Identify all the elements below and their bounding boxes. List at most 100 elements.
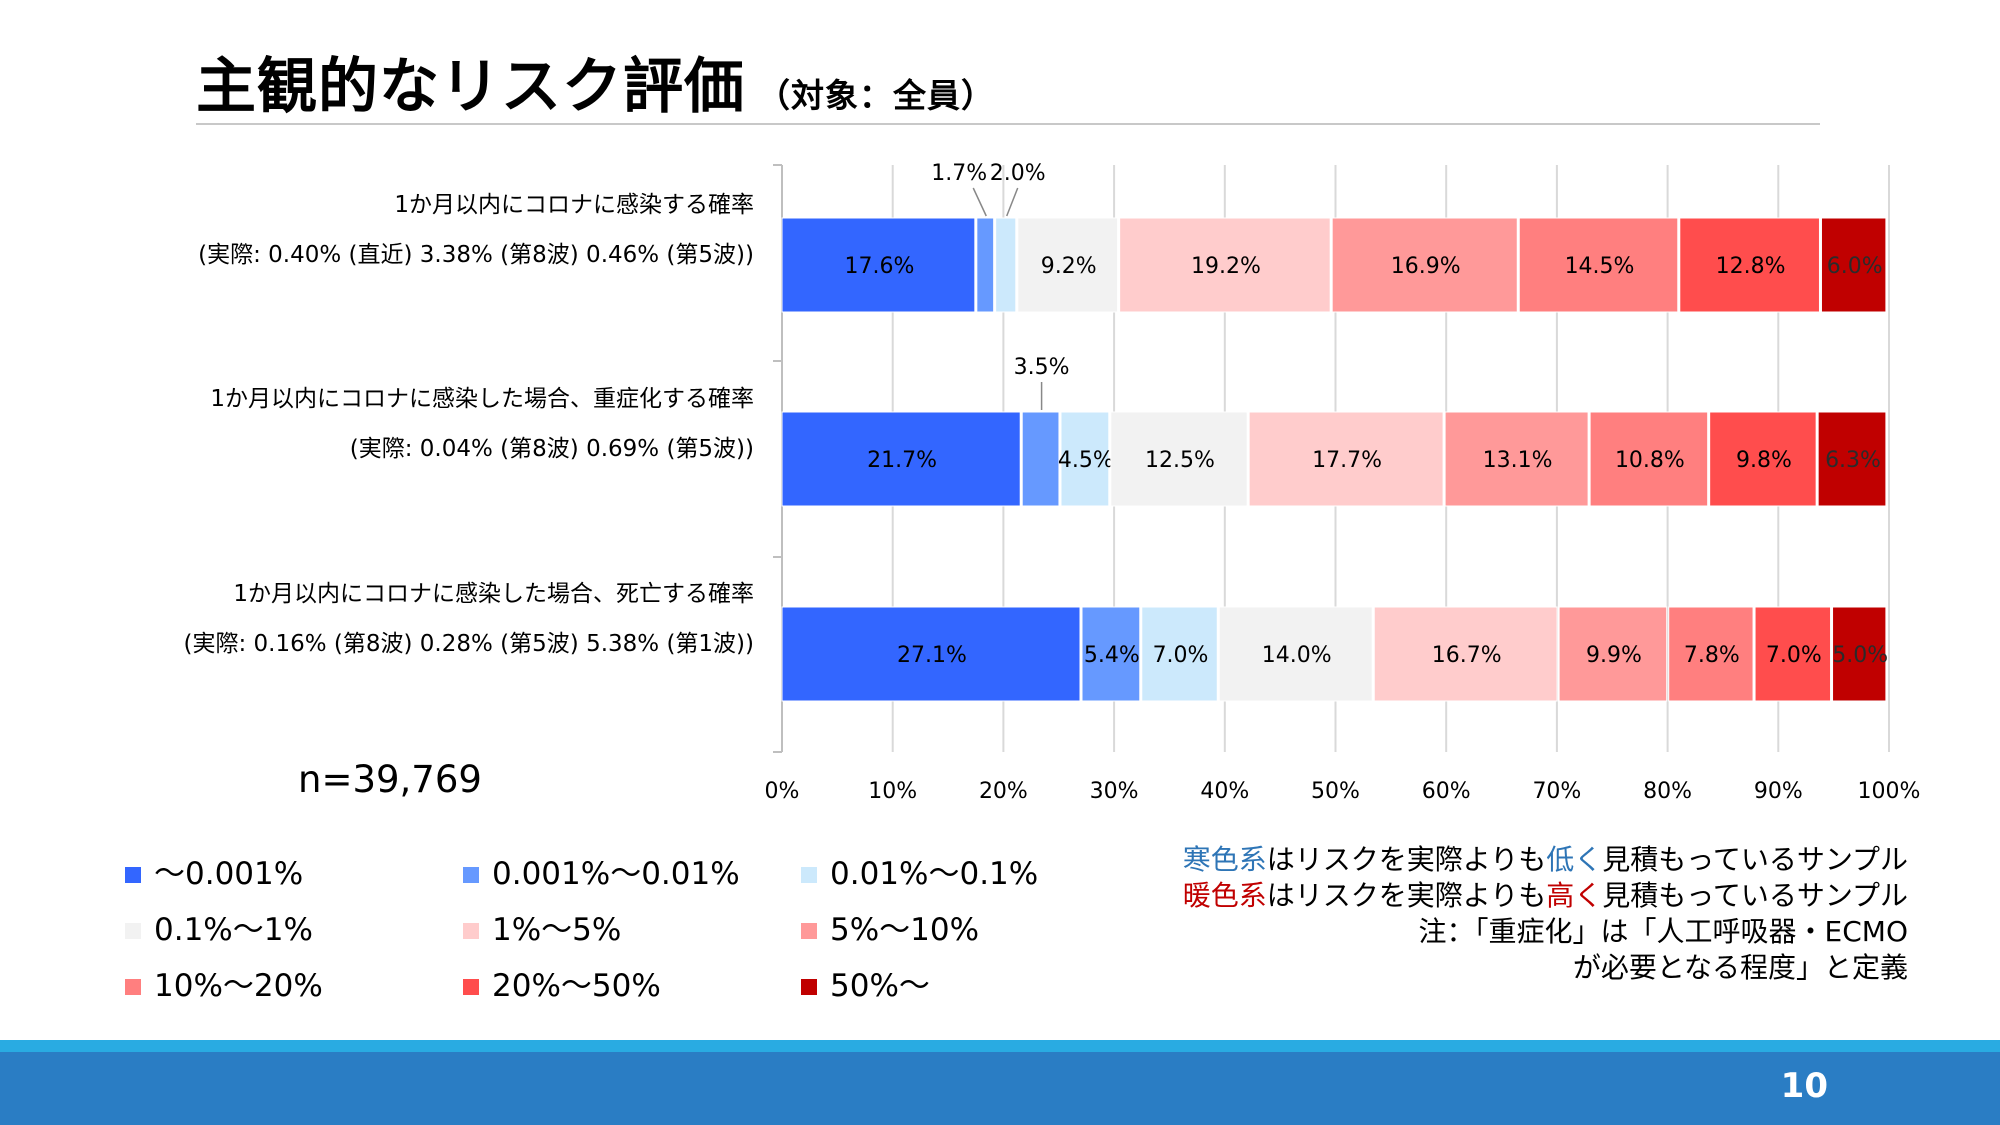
legend-swatch [801, 923, 817, 939]
note-emphasis: 低く [1546, 843, 1603, 876]
legend-item: 20%～50% [463, 962, 793, 1004]
legend-swatch [125, 979, 141, 995]
legend-label: 20%～50% [492, 968, 661, 1004]
legend-item: ～0.001% [125, 850, 455, 892]
bar-segment [781, 217, 976, 313]
legend-item: 10%～20% [125, 962, 455, 1004]
legend-item: 50%～ [801, 962, 1131, 1004]
bar-segment [1518, 217, 1679, 313]
x-tick-label: 0% [765, 779, 800, 804]
x-tick-label: 50% [1311, 779, 1360, 804]
x-tick-label: 60% [1422, 779, 1471, 804]
page-number: 10 [1780, 1066, 1828, 1106]
note-line: 寒色系はリスクを実際よりも低く見積もっているサンプル [1183, 842, 1908, 878]
bar-segment [1754, 606, 1832, 702]
note-highlight: 寒色系 [1182, 843, 1267, 876]
data-label: 9.9% [1586, 643, 1642, 668]
legend-label: 50%～ [830, 968, 930, 1004]
x-tick-label: 20% [979, 779, 1028, 804]
bar-segment [1021, 411, 1060, 507]
legend-swatch [801, 867, 817, 883]
bar-segment [781, 606, 1081, 702]
legend-swatch [125, 867, 141, 883]
sample-size: n=39,769 [298, 758, 482, 801]
category-label-line1: 1か月以内にコロナに感染した場合、死亡する確率 [233, 581, 754, 607]
data-label: 14.0% [1262, 643, 1332, 668]
data-label: 17.7% [1312, 448, 1382, 473]
data-label: 6.0% [1827, 254, 1883, 279]
data-label: 16.7% [1432, 643, 1502, 668]
chart-notes: 寒色系はリスクを実際よりも低く見積もっているサンプル 暖色系はリスクを実際よりも高… [1183, 842, 1908, 986]
footer-bar: 10 [0, 1052, 2000, 1125]
data-label: 21.7% [867, 448, 937, 473]
data-label: 16.9% [1391, 254, 1461, 279]
data-label: 12.8% [1716, 254, 1786, 279]
bar-segment [1119, 217, 1331, 313]
bar-segment [976, 217, 995, 313]
data-label: 7.0% [1153, 643, 1209, 668]
category-label-line2: (実際: 0.04% (第8波) 0.69% (第5波)) [349, 436, 754, 462]
category-label-line1: 1か月以内にコロナに感染した場合、重症化する確率 [210, 386, 754, 412]
note-emphasis: 高く [1546, 879, 1603, 912]
stacked-bar-chart: 17.6% 9.2% 19.2% 16.9% 14.5% 12.8% 6.0% 21.7% 4.… [765, 161, 1921, 804]
footer-accent-bar [0, 1040, 2000, 1052]
data-label: 17.6% [844, 254, 914, 279]
x-tick-label: 90% [1754, 779, 1803, 804]
legend-label: ～0.001% [154, 856, 304, 892]
data-label: 6.3% [1825, 448, 1881, 473]
bar-segment [1820, 217, 1887, 313]
bar-segment [781, 411, 1021, 507]
data-label: 9.2% [1041, 254, 1097, 279]
note-line: 暖色系はリスクを実際よりも高く見積もっているサンプル [1183, 878, 1908, 914]
x-tick-label: 30% [1090, 779, 1139, 804]
x-tick-label: 80% [1643, 779, 1692, 804]
legend-item: 0.001%～0.01% [463, 850, 793, 892]
bar-segment [1832, 606, 1887, 702]
x-tick-label: 100% [1858, 779, 1921, 804]
data-label: 1.7% [931, 161, 987, 186]
bar-segment [1248, 411, 1444, 507]
title-subtitle: （対象：全員） [757, 76, 995, 115]
note-text: 見積もっているサンプル [1602, 843, 1908, 876]
bar-segment [1709, 411, 1817, 507]
legend-swatch [125, 923, 141, 939]
label-leader-line [1006, 187, 1019, 217]
data-label: 2.0% [990, 161, 1046, 186]
bar-segment [1017, 217, 1119, 313]
data-label: 14.5% [1565, 254, 1635, 279]
legend-item: 0.01%～0.1% [801, 850, 1131, 892]
bar-segment [1444, 411, 1589, 507]
bar-segment [1373, 606, 1558, 702]
bar-segment [1218, 606, 1373, 702]
legend-swatch [463, 867, 479, 883]
legend-swatch [463, 979, 479, 995]
category-label: 1か月以内にコロナに感染する確率 (実際: 0.40% (直近) 3.38% (第… [198, 180, 754, 280]
data-label: 7.0% [1766, 643, 1822, 668]
category-label-line2: (実際: 0.16% (第8波) 0.28% (第5波) 5.38% (第1波)… [183, 631, 755, 657]
data-label: 19.2% [1191, 254, 1261, 279]
bar-segment [1558, 606, 1668, 702]
note-highlight: 暖色系 [1182, 879, 1267, 912]
legend-swatch [801, 979, 817, 995]
data-label: 7.8% [1684, 643, 1740, 668]
category-label-line2: (実際: 0.40% (直近) 3.38% (第8波) 0.46% (第5波)) [198, 242, 754, 268]
data-label: 9.8% [1736, 448, 1792, 473]
legend-label: 1%～5% [492, 912, 622, 948]
category-label: 1か月以内にコロナに感染した場合、重症化する確率 (実際: 0.04% (第8波)… [210, 374, 754, 474]
x-tick-label: 10% [868, 779, 917, 804]
data-label: 4.5% [1058, 448, 1114, 473]
legend-item: 0.1%～1% [125, 906, 455, 948]
data-label: 5.4% [1084, 643, 1140, 668]
bar-segment [1817, 411, 1887, 507]
title-divider [196, 123, 1820, 125]
bar-segment [995, 217, 1017, 313]
page-title: 主観的なリスク評価 （対象：全員） [196, 38, 995, 125]
data-label: 10.8% [1615, 448, 1685, 473]
legend-label: 0.01%～0.1% [830, 856, 1039, 892]
bar-segment [1679, 217, 1820, 313]
category-label-line1: 1か月以内にコロナに感染する確率 [394, 192, 754, 218]
legend-label: 0.001%～0.01% [492, 856, 740, 892]
label-leader-line [972, 187, 987, 217]
legend-item: 5%～10% [801, 906, 1131, 948]
legend-label: 5%～10% [830, 912, 980, 948]
